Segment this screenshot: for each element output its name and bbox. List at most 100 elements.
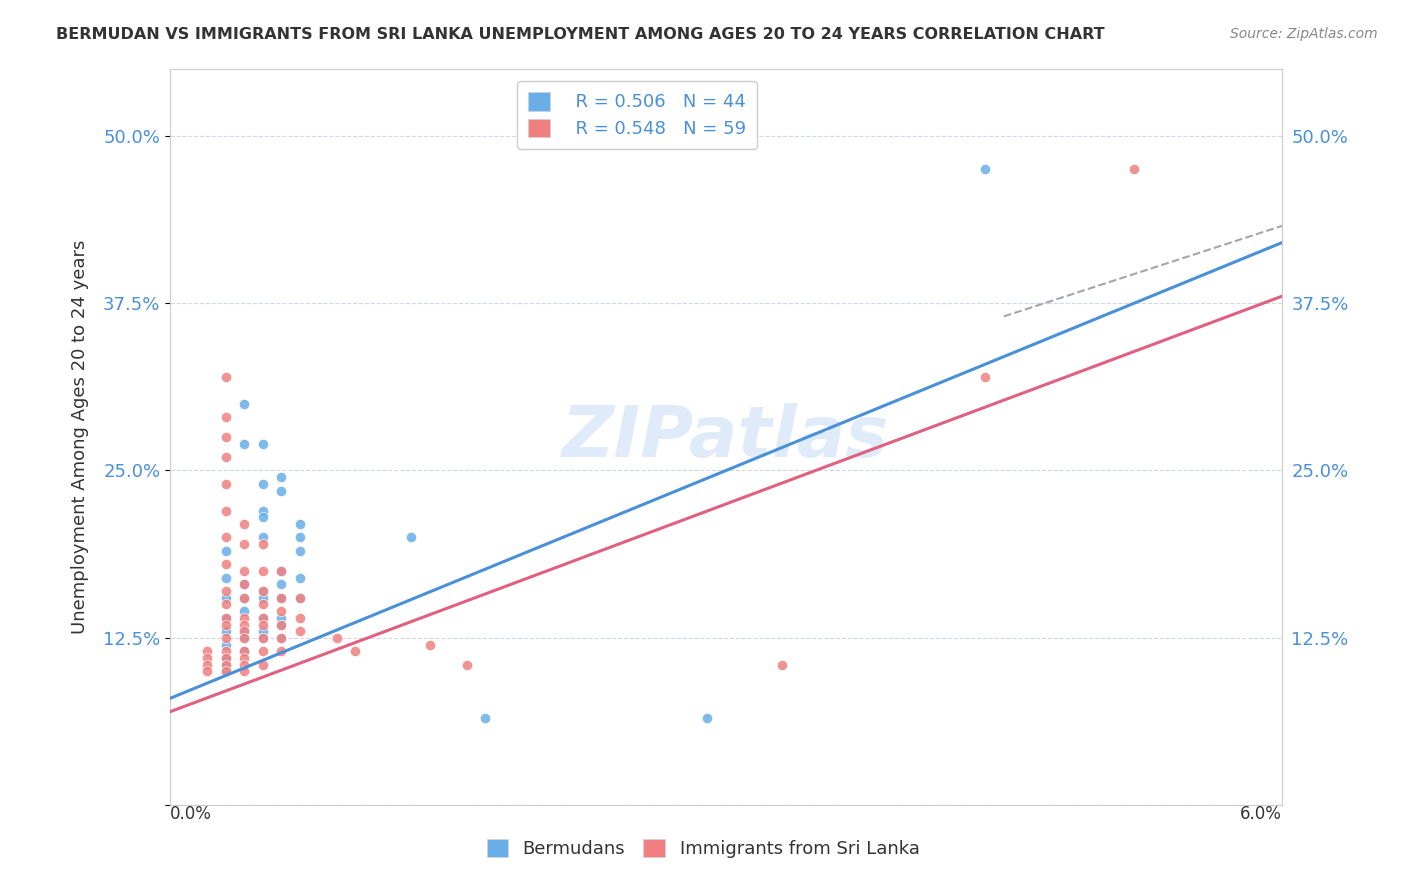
Point — [195, 644, 218, 658]
Point — [326, 631, 349, 645]
Point — [770, 657, 793, 672]
Point — [288, 571, 311, 585]
Point — [270, 631, 292, 645]
Point — [233, 564, 256, 578]
Point — [195, 657, 218, 672]
Point — [233, 436, 256, 450]
Point — [252, 564, 274, 578]
Point — [215, 665, 238, 679]
Text: ZIPatlas: ZIPatlas — [562, 402, 890, 472]
Point — [215, 638, 238, 652]
Point — [696, 711, 718, 725]
Point — [288, 517, 311, 532]
Point — [252, 537, 274, 551]
Text: 0.0%: 0.0% — [170, 805, 212, 823]
Point — [270, 644, 292, 658]
Point — [474, 711, 496, 725]
Point — [233, 644, 256, 658]
Point — [270, 631, 292, 645]
Point — [215, 651, 238, 665]
Point — [233, 631, 256, 645]
Point — [270, 617, 292, 632]
Point — [195, 665, 218, 679]
Point — [270, 564, 292, 578]
Point — [1122, 161, 1144, 176]
Point — [252, 617, 274, 632]
Point — [344, 644, 367, 658]
Point — [270, 591, 292, 605]
Point — [252, 504, 274, 518]
Point — [215, 657, 238, 672]
Point — [233, 537, 256, 551]
Point — [215, 504, 238, 518]
Point — [252, 584, 274, 599]
Point — [252, 657, 274, 672]
Point — [252, 436, 274, 450]
Point — [288, 531, 311, 545]
Point — [233, 631, 256, 645]
Point — [215, 369, 238, 384]
Point — [215, 591, 238, 605]
Point — [270, 470, 292, 484]
Point — [215, 409, 238, 424]
Point — [215, 571, 238, 585]
Point — [215, 598, 238, 612]
Point — [215, 611, 238, 625]
Point — [288, 591, 311, 605]
Text: BERMUDAN VS IMMIGRANTS FROM SRI LANKA UNEMPLOYMENT AMONG AGES 20 TO 24 YEARS COR: BERMUDAN VS IMMIGRANTS FROM SRI LANKA UN… — [56, 27, 1105, 42]
Point — [233, 665, 256, 679]
Point — [233, 644, 256, 658]
Point — [270, 564, 292, 578]
Y-axis label: Unemployment Among Ages 20 to 24 years: Unemployment Among Ages 20 to 24 years — [72, 240, 89, 634]
Point — [215, 617, 238, 632]
Point — [270, 604, 292, 618]
Point — [288, 591, 311, 605]
Point — [252, 611, 274, 625]
Point — [215, 544, 238, 558]
Text: 6.0%: 6.0% — [1240, 805, 1282, 823]
Point — [215, 657, 238, 672]
Point — [233, 396, 256, 410]
Point — [215, 651, 238, 665]
Point — [233, 624, 256, 639]
Legend: Bermudans, Immigrants from Sri Lanka: Bermudans, Immigrants from Sri Lanka — [479, 831, 927, 865]
Point — [456, 657, 478, 672]
Point — [252, 644, 274, 658]
Point — [233, 604, 256, 618]
Point — [252, 631, 274, 645]
Point — [215, 450, 238, 464]
Point — [399, 531, 422, 545]
Point — [215, 531, 238, 545]
Point — [288, 611, 311, 625]
Point — [233, 591, 256, 605]
Point — [233, 617, 256, 632]
Point — [215, 611, 238, 625]
Point — [252, 476, 274, 491]
Point — [252, 510, 274, 524]
Point — [233, 657, 256, 672]
Point — [270, 577, 292, 591]
Point — [252, 531, 274, 545]
Point — [288, 544, 311, 558]
Point — [270, 591, 292, 605]
Point — [215, 665, 238, 679]
Point — [974, 369, 997, 384]
Point — [233, 651, 256, 665]
Point — [419, 638, 441, 652]
Point — [215, 430, 238, 444]
Point — [252, 624, 274, 639]
Legend:   R = 0.506   N = 44,   R = 0.548   N = 59: R = 0.506 N = 44, R = 0.548 N = 59 — [517, 81, 756, 149]
Point — [233, 591, 256, 605]
Point — [252, 584, 274, 599]
Point — [252, 598, 274, 612]
Point — [215, 644, 238, 658]
Point — [215, 584, 238, 599]
Point — [233, 577, 256, 591]
Point — [270, 483, 292, 498]
Point — [215, 558, 238, 572]
Text: Source: ZipAtlas.com: Source: ZipAtlas.com — [1230, 27, 1378, 41]
Point — [233, 517, 256, 532]
Point — [215, 476, 238, 491]
Point — [974, 161, 997, 176]
Point — [288, 624, 311, 639]
